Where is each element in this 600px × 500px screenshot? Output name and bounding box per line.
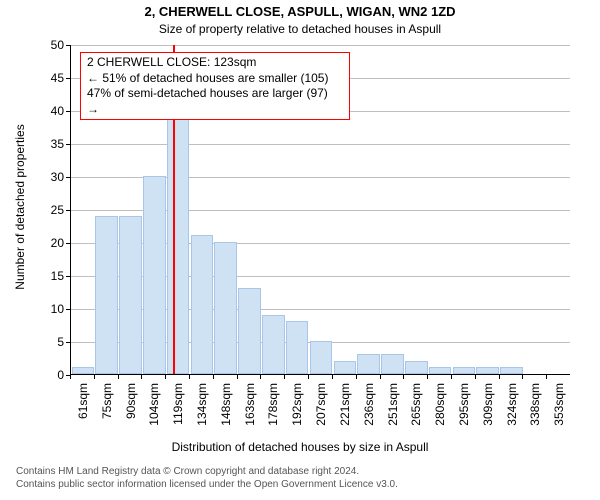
xtick-mark [403,375,404,379]
xtick-mark [141,375,142,379]
histogram-bar [310,341,333,374]
histogram-bar [214,242,237,374]
xtick-mark [427,375,428,379]
xtick-label: 163sqm [243,383,257,433]
xtick-label: 61sqm [76,383,90,433]
annotation-line: 2 CHERWELL CLOSE: 123sqm [87,55,343,71]
histogram-bar [191,235,214,374]
xtick-mark [284,375,285,379]
xtick-mark [237,375,238,379]
xtick-mark [380,375,381,379]
histogram-bar [381,354,404,374]
histogram-bar [119,216,142,374]
xtick-mark [475,375,476,379]
xtick-label: 236sqm [362,383,376,433]
attribution-line1: Contains HM Land Registry data © Crown c… [16,465,398,478]
histogram-bar [405,361,428,374]
xtick-label: 221sqm [338,383,352,433]
ytick-label: 0 [0,368,64,382]
annotation-box: 2 CHERWELL CLOSE: 123sqm← 51% of detache… [80,52,350,120]
xtick-mark [213,375,214,379]
chart-subtitle: Size of property relative to detached ho… [0,22,600,36]
histogram-bar [334,361,357,374]
xtick-mark [332,375,333,379]
ytick-label: 15 [0,269,64,283]
histogram-bar [453,367,476,374]
x-axis-label: Distribution of detached houses by size … [0,440,600,454]
xtick-label: 90sqm [124,383,138,433]
xtick-mark [94,375,95,379]
xtick-label: 104sqm [147,383,161,433]
xtick-label: 192sqm [290,383,304,433]
gridline [71,144,570,145]
attribution-text: Contains HM Land Registry data © Crown c… [16,465,398,491]
xtick-mark [118,375,119,379]
xtick-label: 134sqm [195,383,209,433]
annotation-line: 47% of semi-detached houses are larger (… [87,86,343,117]
xtick-mark [356,375,357,379]
histogram-bar [238,288,261,374]
xtick-label: 338sqm [528,383,542,433]
xtick-mark [260,375,261,379]
histogram-bar [143,176,166,374]
histogram-bar [357,354,380,374]
ytick-label: 35 [0,137,64,151]
gridline [71,45,570,46]
ytick-label: 5 [0,335,64,349]
histogram-bar [167,117,190,374]
xtick-mark [499,375,500,379]
xtick-label: 251sqm [386,383,400,433]
attribution-line2: Contains public sector information licen… [16,478,398,491]
xtick-label: 265sqm [409,383,423,433]
xtick-label: 207sqm [314,383,328,433]
ytick-label: 50 [0,38,64,52]
xtick-mark [308,375,309,379]
histogram-bar [95,216,118,374]
xtick-label: 280sqm [433,383,447,433]
xtick-label: 309sqm [481,383,495,433]
ytick-label: 25 [0,203,64,217]
xtick-label: 353sqm [552,383,566,433]
xtick-mark [522,375,523,379]
xtick-mark [70,375,71,379]
histogram-bar [500,367,523,374]
xtick-label: 119sqm [171,383,185,433]
histogram-bar [476,367,499,374]
xtick-mark [189,375,190,379]
histogram-bar [72,367,95,374]
histogram-bar [286,321,309,374]
histogram-bar [262,315,285,374]
chart-container: 2, CHERWELL CLOSE, ASPULL, WIGAN, WN2 1Z… [0,0,600,500]
xtick-label: 324sqm [505,383,519,433]
xtick-mark [451,375,452,379]
chart-title: 2, CHERWELL CLOSE, ASPULL, WIGAN, WN2 1Z… [0,4,600,19]
ytick-label: 10 [0,302,64,316]
ytick-label: 30 [0,170,64,184]
xtick-label: 178sqm [266,383,280,433]
annotation-line: ← 51% of detached houses are smaller (10… [87,71,343,87]
xtick-mark [165,375,166,379]
xtick-label: 148sqm [219,383,233,433]
ytick-label: 20 [0,236,64,250]
xtick-label: 75sqm [100,383,114,433]
histogram-bar [429,367,452,374]
ytick-label: 45 [0,71,64,85]
xtick-label: 295sqm [457,383,471,433]
xtick-mark [546,375,547,379]
ytick-label: 40 [0,104,64,118]
